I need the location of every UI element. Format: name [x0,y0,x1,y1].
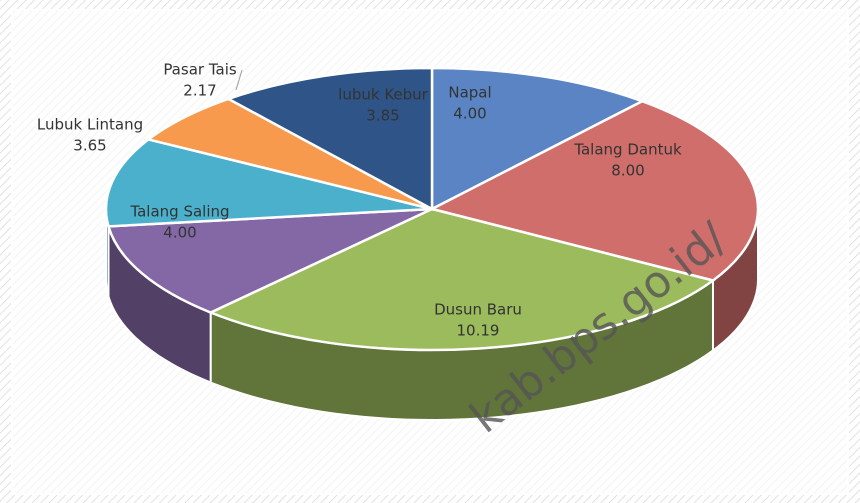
slice-value: 4.00 [453,105,486,123]
slice-label: Talang Dantuk [573,141,682,159]
slice-value: 3.85 [366,107,399,125]
leader-line [235,69,243,91]
slice-value: 4.00 [163,224,196,242]
slice-value: 2.17 [183,82,216,100]
slice [106,207,433,314]
slice-value: 10.19 [457,322,500,340]
slice [430,66,646,212]
slice [207,207,716,352]
slice-label: Napal [448,84,491,102]
slice [428,99,760,282]
slice-label: Dusun Baru [434,301,522,319]
slice [104,138,433,228]
slice-value: 3.65 [73,137,106,155]
slice [145,97,433,211]
slice-label: Pasar Tais [163,61,237,79]
slice-value: 8.00 [611,162,644,180]
slice-label: Talang Saling [129,203,229,221]
slice-label: Lubuk Lintang [37,116,143,134]
slice-label: lubuk Kebur [338,86,429,104]
slice [225,66,434,212]
